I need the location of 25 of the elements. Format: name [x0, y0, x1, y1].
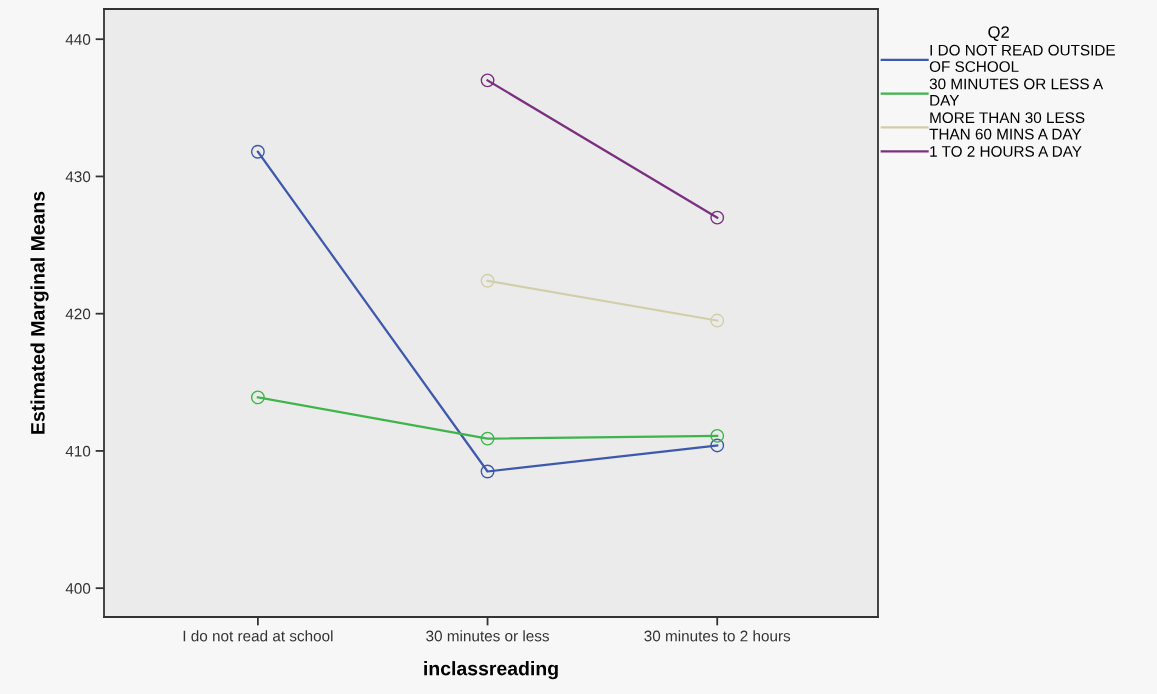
y-tick-label: 430: [65, 171, 91, 183]
legend-label: 1 TO 2 HOURS A DAY: [930, 146, 1082, 157]
legend-title: Q2: [988, 26, 1009, 41]
point: [710, 210, 725, 225]
x-tick-label: 30 minutes to 2 hours: [644, 630, 791, 642]
point: [710, 428, 725, 443]
y-tick-label: 420: [65, 308, 91, 320]
point: [480, 273, 495, 288]
point: [480, 431, 495, 446]
point: [710, 438, 725, 453]
x-tick-label: 30 minutes or less: [426, 630, 549, 642]
y-axis-title: Estimated Marginal Means: [30, 191, 49, 434]
legend-label: MORE THAN 30 LESS THAN 60 MINS A DAY: [929, 112, 1085, 140]
legend-label: 30 MINUTES OR LESS A DAY: [929, 78, 1104, 106]
legend-label: I DO NOT READ OUTSIDE OF SCHOOL: [929, 44, 1115, 73]
point: [480, 464, 495, 479]
point: [250, 390, 265, 405]
y-tick-label: 400: [65, 583, 91, 594]
x-axis-title: inclassreading: [424, 661, 558, 680]
x-tick-label: I do not read at school: [183, 630, 333, 642]
y-tick-label: 440: [65, 34, 91, 45]
point: [250, 144, 265, 159]
point: [710, 313, 725, 328]
y-tick-label: 410: [65, 445, 91, 457]
point: [480, 73, 495, 88]
